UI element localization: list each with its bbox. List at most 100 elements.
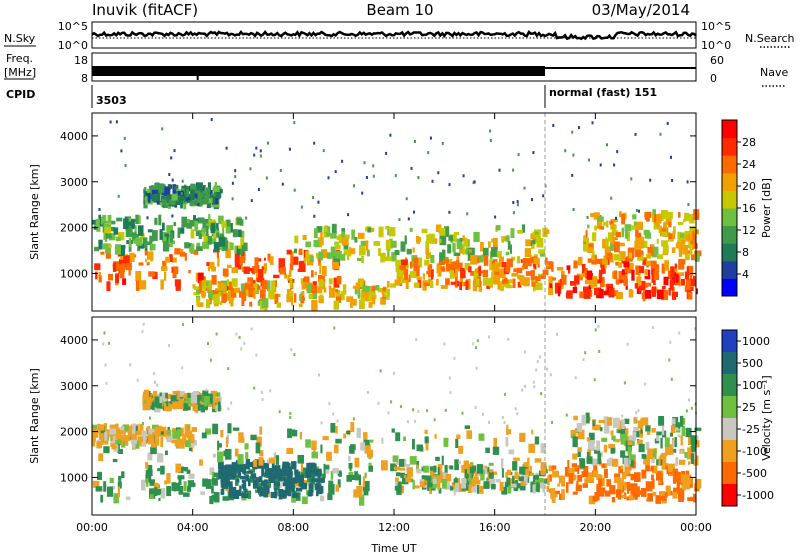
- heatmap-cell: [689, 213, 695, 224]
- heatmap-cell: [693, 493, 696, 503]
- heatmap-cell: [99, 424, 105, 431]
- heatmap-cell: [570, 434, 576, 438]
- heatmap-cell: [103, 243, 109, 250]
- heatmap-cell: [92, 424, 98, 431]
- heatmap-cell: [336, 419, 339, 423]
- heatmap-cell: [637, 234, 642, 241]
- heatmap-cell: [644, 382, 647, 386]
- heatmap-cell: [174, 248, 181, 255]
- heatmap-cell: [398, 218, 401, 222]
- heatmap-cell: [250, 473, 257, 479]
- heatmap-cell: [95, 219, 100, 227]
- heatmap-cell: [161, 392, 165, 401]
- heatmap-cell: [349, 300, 353, 308]
- heatmap-cell: [362, 292, 367, 298]
- colorbar-tick-label: -500: [742, 467, 767, 480]
- heatmap-cell: [291, 429, 298, 437]
- heatmap-cell: [670, 377, 673, 381]
- heatmap-cell: [167, 405, 172, 411]
- heatmap-cell: [605, 237, 608, 247]
- heatmap-cell: [215, 393, 218, 397]
- heatmap-cell: [519, 466, 525, 475]
- heatmap-cell: [565, 413, 568, 417]
- heatmap-cell: [471, 482, 477, 493]
- heatmap-cell: [623, 257, 630, 268]
- heatmap-cell: [366, 249, 370, 257]
- heatmap-cell: [310, 256, 314, 262]
- heatmap-cell: [592, 420, 595, 427]
- heatmap-cell: [690, 453, 694, 464]
- heatmap-cell: [683, 483, 690, 490]
- heatmap-cell: [135, 237, 143, 246]
- heatmap-cell: [173, 149, 176, 153]
- heatmap-cell: [372, 164, 375, 168]
- heatmap-cell: [659, 454, 667, 465]
- heatmap-cell: [675, 457, 679, 466]
- heatmap-cell: [181, 216, 188, 228]
- heatmap-cell: [412, 408, 415, 412]
- heatmap-cell: [290, 477, 295, 488]
- heatmap-cell: [572, 286, 578, 294]
- heatmap-cell: [587, 242, 594, 254]
- heatmap-cell: [436, 224, 442, 233]
- heatmap-cell: [166, 225, 173, 234]
- heatmap-cell: [124, 164, 127, 167]
- heatmap-cell: [330, 470, 334, 480]
- heatmap-cell: [467, 463, 473, 474]
- heatmap-cell: [593, 212, 600, 220]
- heatmap-cell: [547, 475, 550, 486]
- heatmap-cell: [295, 469, 299, 474]
- heatmap-cell: [196, 182, 203, 192]
- heatmap-cell: [161, 127, 164, 131]
- heatmap-cell: [395, 461, 403, 465]
- heatmap-cell: [555, 490, 560, 494]
- heatmap-cell: [421, 475, 428, 480]
- heatmap-cell: [371, 295, 376, 305]
- heatmap-cell: [441, 249, 446, 260]
- heatmap-cell: [672, 292, 677, 300]
- heatmap-cell: [322, 149, 325, 153]
- heatmap-cell: [106, 486, 113, 497]
- heatmap-cell: [627, 441, 633, 446]
- heatmap-cell: [371, 285, 376, 293]
- heatmap-cell: [400, 241, 406, 252]
- heatmap-cell: [409, 456, 417, 465]
- heatmap-cell: [453, 478, 460, 485]
- heatmap-cell: [432, 478, 437, 484]
- heatmap-cell: [288, 492, 292, 497]
- heatmap-cell: [316, 226, 323, 233]
- heatmap-cell: [532, 380, 535, 384]
- heatmap-cell: [206, 287, 212, 293]
- heatmap-cell: [516, 474, 520, 480]
- heatmap-cell: [119, 245, 126, 256]
- heatmap-cell: [501, 468, 504, 478]
- heatmap-cell: [174, 430, 181, 439]
- heatmap-cell: [280, 489, 287, 498]
- heatmap-cell: [231, 197, 234, 201]
- heatmap-cell: [98, 239, 103, 250]
- heatmap-cell: [605, 246, 611, 257]
- heatmap-cell: [147, 251, 154, 260]
- heatmap-cell: [656, 214, 662, 224]
- heatmap-cell: [186, 223, 193, 229]
- heatmap-cell: [664, 444, 670, 456]
- heatmap-cell: [334, 170, 337, 174]
- heatmap-cell: [274, 476, 279, 483]
- heatmap-cell: [676, 475, 683, 485]
- heatmap-cell: [580, 273, 587, 277]
- heatmap-cell: [591, 121, 594, 125]
- heatmap-cell: [507, 337, 510, 341]
- heatmap-cell: [424, 436, 429, 444]
- heatmap-cell: [644, 275, 651, 280]
- heatmap-cell: [535, 282, 543, 291]
- heatmap-cell: [656, 238, 659, 244]
- heatmap-cell: [202, 241, 209, 249]
- heatmap-cell: [255, 146, 258, 150]
- heatmap-cell: [684, 212, 690, 222]
- heatmap-cell: [416, 469, 422, 474]
- heatmap-cell: [426, 248, 429, 259]
- heatmap-cell: [311, 299, 318, 311]
- heatmap-cell: [288, 147, 291, 151]
- heatmap-cell: [670, 266, 675, 278]
- heatmap-cell: [475, 346, 477, 350]
